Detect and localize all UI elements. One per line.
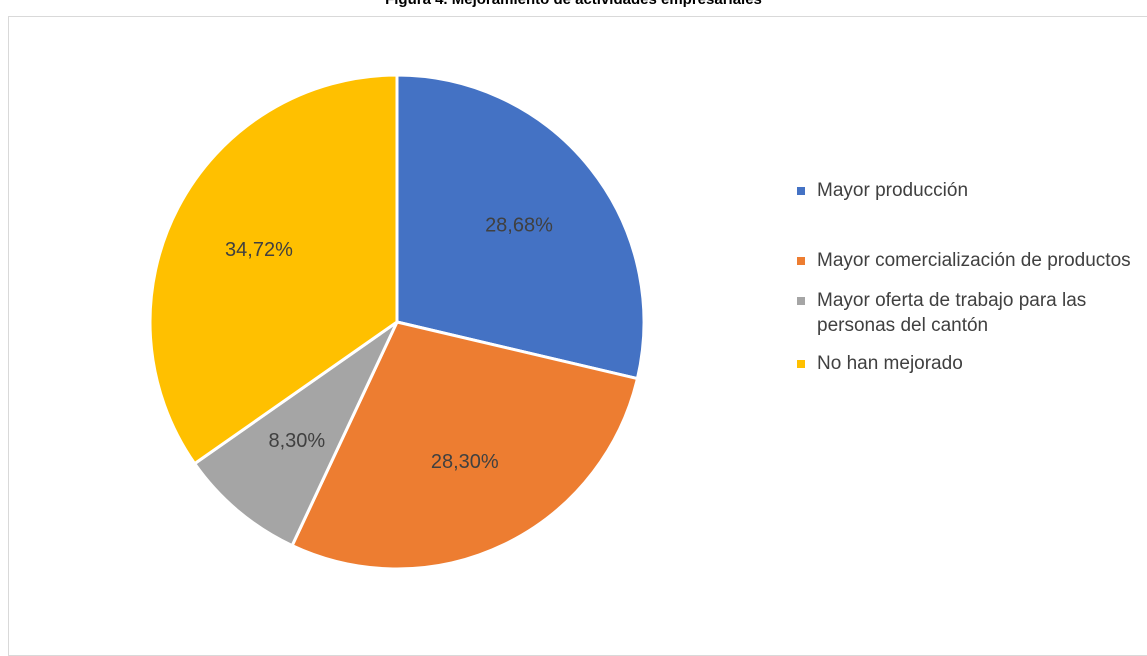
pie-slices <box>148 73 646 571</box>
pie-slice-1 <box>395 73 646 381</box>
pie-slice-4 <box>148 73 399 466</box>
data-label-4: 34,72% <box>225 239 293 261</box>
legend-item-mayor-comercializacion: Mayor comercialización de productos <box>797 248 1142 273</box>
data-label-1: 28,68% <box>485 214 553 236</box>
legend-swatch-icon <box>797 360 805 368</box>
legend-swatch-icon <box>797 297 805 305</box>
pie-data-labels: 28,68% 28,30% 8,30% 34,72% <box>225 214 553 473</box>
pie-slice-3 <box>193 320 399 548</box>
legend-item-mayor-oferta-trabajo: Mayor oferta de trabajo para las persona… <box>797 288 1142 338</box>
data-label-2: 28,30% <box>431 451 499 473</box>
data-label-3: 8,30% <box>268 430 325 452</box>
pie-slice-2 <box>290 320 639 571</box>
legend-label: Mayor oferta de trabajo para las persona… <box>817 290 1087 336</box>
legend-swatch-icon <box>797 257 805 265</box>
legend: Mayor producción Mayor comercialización … <box>797 178 1142 374</box>
legend-label: Mayor comercialización de productos <box>817 250 1131 271</box>
legend-label: No han mejorado <box>817 353 963 374</box>
legend-swatch-icon <box>797 187 805 195</box>
pie-chart: 28,68% 28,30% 8,30% 34,72% <box>148 73 646 571</box>
legend-label: Mayor producción <box>817 180 969 201</box>
legend-item-no-han-mejorado: No han mejorado <box>797 351 1142 376</box>
chart-title: Figura 4. Mejoramiento de actividades em… <box>0 0 1147 8</box>
legend-item-mayor-produccion: Mayor producción <box>797 178 1142 203</box>
